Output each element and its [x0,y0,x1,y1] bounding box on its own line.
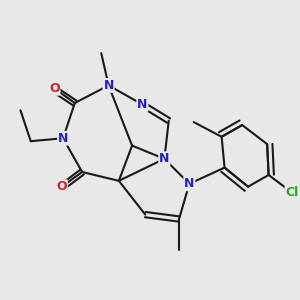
Text: N: N [159,152,170,165]
Text: N: N [103,79,114,92]
Text: N: N [58,132,68,145]
Text: O: O [49,82,60,95]
Text: Cl: Cl [286,186,299,199]
Text: N: N [137,98,148,111]
Text: O: O [56,180,67,193]
Text: N: N [184,177,194,190]
